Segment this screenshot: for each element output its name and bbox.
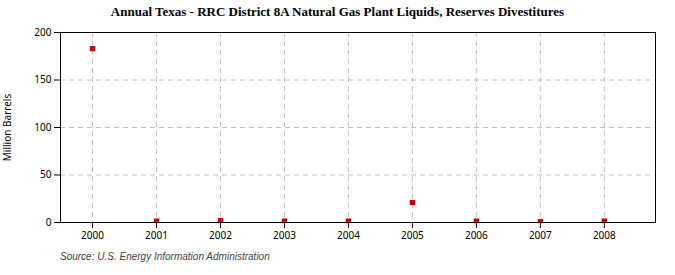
svg-text:0: 0 — [46, 215, 52, 229]
svg-text:150: 150 — [34, 72, 51, 86]
svg-text:50: 50 — [40, 167, 52, 181]
svg-text:2006: 2006 — [465, 228, 488, 242]
svg-text:2000: 2000 — [81, 228, 104, 242]
svg-text:2002: 2002 — [209, 228, 232, 242]
svg-text:2004: 2004 — [337, 228, 360, 242]
svg-text:2003: 2003 — [273, 228, 296, 242]
html-text:Source: U.S. Energy Informatio: Source: U.S. Energy Information Administ… — [60, 251, 270, 262]
svg-text:2007: 2007 — [529, 228, 552, 242]
svg-text:100: 100 — [34, 120, 51, 134]
svg-text:Million Barrels: Million Barrels — [0, 94, 14, 162]
svg-text:200: 200 — [34, 25, 51, 39]
svg-text:2001: 2001 — [145, 228, 168, 242]
svg-text:2008: 2008 — [593, 228, 616, 242]
svg-text:2005: 2005 — [401, 228, 424, 242]
html-text:Annual Texas - RRC District 8A: Annual Texas - RRC District 8A Natural G… — [110, 4, 565, 19]
